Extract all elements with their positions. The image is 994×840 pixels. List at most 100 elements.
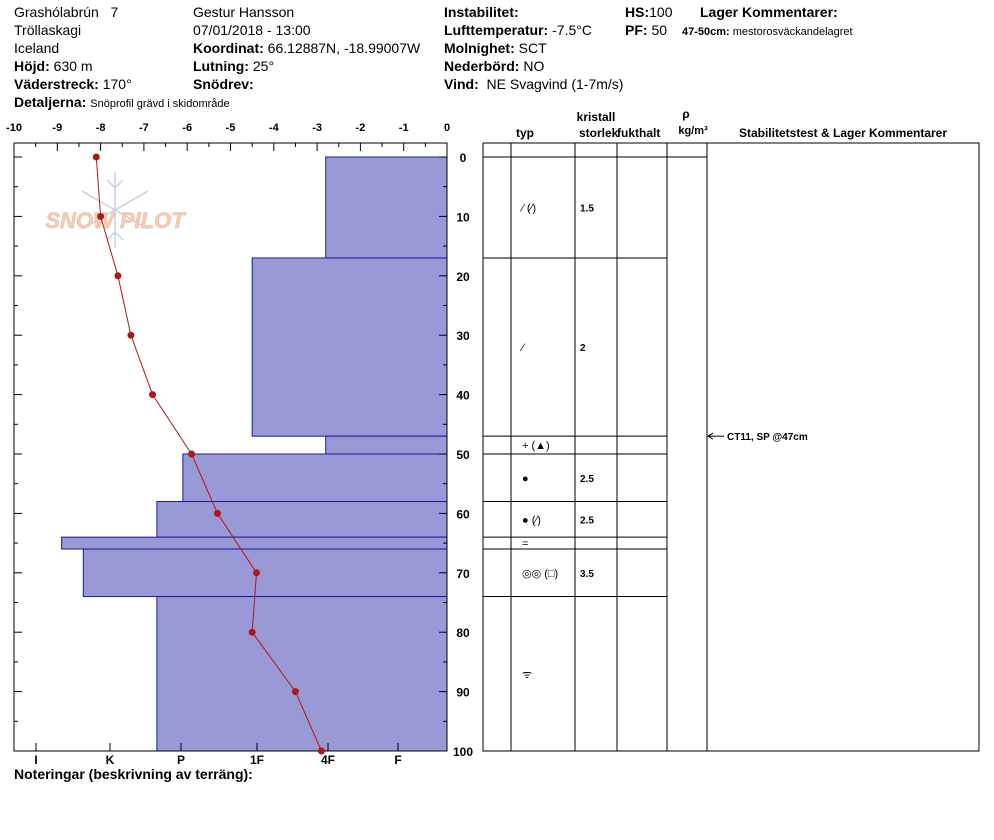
col-type-header: typ: [516, 126, 534, 140]
coordinate-row: Koordinat: 66.12887N, -18.99007W: [193, 40, 421, 56]
depth-tick-label: 10: [456, 210, 470, 224]
depth-tick-label: 90: [456, 686, 470, 700]
col-moisture-header: fukthalt: [617, 126, 660, 140]
col-crystal-header: kristall: [577, 110, 616, 124]
hardness-tick-label: 1F: [250, 753, 264, 767]
hardness-bar: [325, 435, 448, 455]
layer-comments-label: Lager Kommentarer:: [700, 4, 838, 20]
layer-crystal-size: 3.5: [580, 569, 594, 580]
elevation-row: Höjd: 630 m: [14, 58, 93, 74]
temp-point: [214, 509, 222, 517]
table-headers: typ kristall storlek fukthalt ρ kg/m³ St…: [516, 107, 947, 140]
layer-crystal-type: =: [522, 538, 528, 550]
layer-crystal-type: ᯤ: [522, 669, 532, 681]
temp-tick-label: 0: [444, 122, 450, 134]
watermark-logo: SNOW PILOT: [45, 172, 186, 248]
temp-tick-label: -1: [399, 122, 409, 134]
hardness-tick-label: 4F: [321, 753, 335, 767]
depth-axis: 0 10 20 30 40 50 60 70 80 90 100: [14, 151, 473, 759]
depth-tick-label: 0: [460, 151, 467, 165]
layer-crystal-type: ●: [522, 473, 529, 485]
hardness-bar: [82, 548, 448, 598]
wind-row: Vind: NE Svagvind (1-7m/s): [444, 76, 624, 92]
col-size-header: storlek: [579, 126, 619, 140]
airtemp-row: Lufttemperatur: -7.5°C: [444, 22, 592, 38]
depth-tick-label: 80: [456, 626, 470, 640]
temp-tick-label: -6: [182, 122, 192, 134]
hardness-tick-label: P: [177, 753, 185, 767]
layer-crystal-size: 1.5: [580, 203, 594, 214]
temperature-axis: -10 -9 -8 -7 -6 -5 -4 -3 -2 -1 0: [6, 122, 450, 151]
temp-point: [252, 569, 260, 577]
hardness-bar: [182, 453, 448, 503]
layer-crystal-type: ⁄: [519, 342, 526, 354]
stability-test-label: CT11, SP @47cm: [727, 432, 808, 443]
temp-tick-label: -5: [226, 122, 236, 134]
observer-name: Gestur Hansson: [193, 4, 295, 20]
stability-arrow-head: [707, 432, 714, 440]
hardness-tick-label: K: [106, 753, 115, 767]
temp-point: [114, 272, 122, 280]
cloud-row: Molnighet: SCT: [444, 40, 547, 56]
layer-crystal-type: ⁄ (⁄): [519, 202, 536, 214]
slope-row: Lutning: 25°: [193, 58, 275, 74]
hardness-tick-label: I: [34, 753, 37, 767]
hardness-bar: [61, 536, 448, 550]
temp-tick-label: -4: [269, 122, 280, 134]
observation-datetime: 07/01/2018 - 13:00: [193, 22, 311, 38]
layer-table: ⁄ (⁄) 1.5 ⁄ 2 + (▲) ● 2.5 ● (⁄) 2.5 = ◎◎ (□) 3.5 ᯤ CT…: [482, 142, 980, 752]
depth-tick-label: 40: [456, 389, 470, 403]
col-stability-header: Stabilitetstest & Lager Kommentarer: [739, 126, 947, 140]
drift-row: Snödrev:: [193, 76, 254, 92]
temp-tick-label: -2: [356, 122, 366, 134]
temp-point: [291, 688, 299, 696]
detail-row: Detaljerna: Snöprofil grävd i skidområde: [14, 94, 230, 110]
hardness-bar: [156, 596, 448, 752]
country-name: Iceland: [14, 40, 60, 56]
temp-point: [97, 212, 105, 220]
svg-text:SNOW PILOT: SNOW PILOT: [45, 208, 186, 233]
layer-comment: 47-50cm: mestorosväckandelagret: [682, 26, 853, 38]
layer-crystal-size: 2: [580, 343, 586, 354]
pf-row: PF: 50: [625, 22, 668, 38]
depth-tick-label: 50: [456, 448, 470, 462]
hardness-bar: [325, 156, 448, 259]
layer-crystal-type: ◎◎ (□): [522, 568, 558, 580]
precip-row: Nederbörd: NO: [444, 58, 545, 74]
temp-point: [248, 628, 256, 636]
depth-tick-label: 70: [456, 567, 470, 581]
temp-point: [92, 153, 100, 161]
col-rho-unit: kg/m³: [678, 125, 708, 137]
temp-point: [317, 747, 325, 755]
aspect-row: Väderstreck: 170°: [14, 76, 132, 92]
depth-tick-label: 60: [456, 507, 470, 521]
notes-label: Noteringar (beskrivning av terräng):: [14, 766, 253, 782]
col-rho-header: ρ: [682, 107, 689, 121]
temp-tick-label: -9: [52, 122, 62, 134]
temp-tick-label: -8: [96, 122, 106, 134]
hardness-tick-label: F: [394, 753, 401, 767]
temp-tick-label: -10: [6, 122, 22, 134]
depth-tick-label: 100: [453, 745, 473, 759]
hardness-axis: I K P 1F 4F F: [34, 743, 402, 767]
temp-tick-label: -3: [312, 122, 322, 134]
layer-crystal-size: 2.5: [580, 515, 594, 526]
hardness-bar: [156, 501, 448, 538]
area-name: Tröllaskagi: [14, 22, 82, 38]
depth-tick-label: 30: [456, 329, 470, 343]
table-border: [482, 142, 980, 752]
temp-point: [127, 331, 135, 339]
layer-crystal-type: + (▲): [522, 440, 550, 452]
temperature-profile: [92, 153, 325, 755]
temp-point: [149, 391, 157, 399]
layer-crystal-type: ● (⁄): [522, 514, 541, 526]
temp-tick-label: -7: [139, 122, 149, 134]
hardness-bars: [61, 156, 448, 752]
layer-crystal-size: 2.5: [580, 474, 594, 485]
hardness-bar: [251, 257, 448, 437]
hs-row: HS:100: [625, 4, 673, 20]
instability-row: Instabilitet:: [444, 4, 519, 20]
temp-point: [188, 450, 196, 458]
depth-tick-label: 20: [456, 270, 470, 284]
